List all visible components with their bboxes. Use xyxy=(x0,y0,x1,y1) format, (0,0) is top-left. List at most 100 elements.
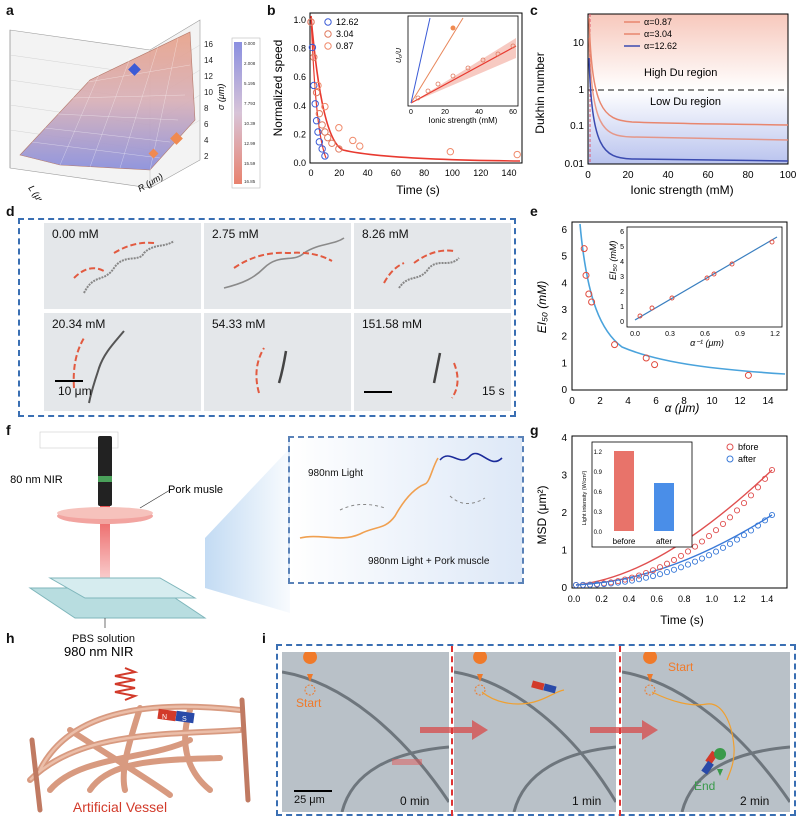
d-tile-label: 2.75 mM xyxy=(212,227,259,241)
d-tile-label: 0.00 mM xyxy=(52,227,99,241)
i-time-label: 1 min xyxy=(572,794,602,808)
b-fit-curve xyxy=(310,15,521,162)
tick-label: 0.2 xyxy=(595,594,608,604)
f-pbs-label: PBS solution xyxy=(72,633,135,645)
g-fit-after xyxy=(575,514,773,586)
b-data-point xyxy=(446,148,455,156)
b-data-point xyxy=(314,128,322,136)
tick-label: 100 xyxy=(445,168,460,178)
g-legend: after xyxy=(738,454,756,464)
panel-label-a: a xyxy=(6,2,14,18)
tick-label: 100 xyxy=(780,170,797,181)
a-ztick: 12 xyxy=(204,72,213,81)
b-data-point xyxy=(321,128,329,136)
e-inset xyxy=(626,226,783,328)
tick-label: 12 xyxy=(734,396,746,407)
b-inset-xtick: 20 xyxy=(441,109,449,116)
tick-label: 0.6 xyxy=(293,72,306,82)
g-inset xyxy=(591,441,693,548)
g-data-point-before xyxy=(656,564,664,571)
tick-label: 0 xyxy=(561,385,567,396)
a-z-axis-label: σ (μm) xyxy=(216,84,226,110)
g-data-point-after xyxy=(684,561,692,568)
e-inset-xlabel: α⁻¹ (μm) xyxy=(690,338,724,348)
b-data-point xyxy=(308,43,317,52)
b-inset-xtick: 40 xyxy=(475,109,483,116)
panel-f-schematic: 980 nm NIR Pork musle xyxy=(10,431,290,628)
g-data-point-after xyxy=(761,517,769,524)
g-data-point-after xyxy=(698,555,706,562)
b-data-point xyxy=(315,109,324,118)
d-tile-label: 54.33 mM xyxy=(212,317,266,331)
e-inset-ylabel: EI₅₀ (mM) xyxy=(608,241,618,280)
tick-label: 0.4 xyxy=(623,594,636,604)
g-inset-bar xyxy=(654,483,674,531)
tick-label: 4 xyxy=(561,433,567,444)
d-scalebar xyxy=(364,391,392,393)
c-legend: α=3.04 xyxy=(644,29,672,39)
a-ztick: 10 xyxy=(204,88,213,97)
tick-label: 40 xyxy=(662,170,674,181)
d-tile: 151.58 mM xyxy=(354,313,511,411)
e-inset-xtick: 1.2 xyxy=(770,331,780,338)
a-y-axis-label: L (μm) xyxy=(26,183,49,200)
c-y-axis-label: Dukhin number xyxy=(533,52,547,133)
f-light-pork-label: 980nm Light + Pork muscle xyxy=(368,556,490,567)
g-data-point-before xyxy=(698,538,706,545)
g-data-point-after xyxy=(754,522,762,529)
e-data-point xyxy=(651,361,659,369)
tick-label: 60 xyxy=(391,168,401,178)
e-inset-ytick: 6 xyxy=(620,229,624,236)
g-legend: bfore xyxy=(738,442,759,452)
tick-label: 1.0 xyxy=(293,15,306,25)
c-line-087 xyxy=(588,17,789,126)
c-x-axis-label: Ionic strength (mM) xyxy=(630,183,733,197)
a-ztick: 4 xyxy=(204,136,209,145)
tick-label: 0.0 xyxy=(568,594,581,604)
h-magnet-s-label: S xyxy=(182,716,187,723)
e-inset-xtick: 0.6 xyxy=(700,331,710,338)
i-start-label: Start xyxy=(296,696,322,710)
i-scalebar-label: 25 μm xyxy=(294,794,325,806)
g-data-point-after xyxy=(628,577,636,584)
panel-label-g: g xyxy=(530,422,539,438)
tick-label: 3 xyxy=(561,471,567,482)
panel-g-chart: MSD (μm²) Time (s) 0 1 2 3 4 0.0 0.2 0.4 0.6 0.8… xyxy=(535,433,788,627)
g-data-point-after xyxy=(691,558,699,565)
g-data-point-after xyxy=(649,572,657,580)
tick-label: 20 xyxy=(334,168,344,178)
i-time-label: 2 min xyxy=(740,794,770,808)
e-inset-ytick: 4 xyxy=(620,259,624,266)
e-data-point xyxy=(744,371,752,379)
tick-label: 3 xyxy=(561,305,567,316)
tick-label: 20 xyxy=(622,170,634,181)
e-y-axis-label: EI₅₀ (mM) xyxy=(535,281,549,334)
colorbar-tick: 10.39 xyxy=(244,121,256,126)
g-data-point-before xyxy=(684,548,692,555)
tick-label: 1 xyxy=(561,358,567,369)
d-tile-label: 20.34 mM xyxy=(52,317,106,331)
b-data-point xyxy=(356,142,364,150)
tick-label: 0.4 xyxy=(293,101,306,111)
g-data-point-before xyxy=(761,475,769,482)
e-inset-ytick: 2 xyxy=(620,289,624,296)
tick-label: 1 xyxy=(561,546,567,557)
panel-a-surface-plot: 16 14 12 10 8 6 4 2 σ (μm) L (μm) R (μm)… xyxy=(9,19,261,200)
b-data-point xyxy=(311,100,319,108)
g-data-point-before xyxy=(768,466,776,474)
g-data-point-after xyxy=(663,569,671,576)
b-data-point xyxy=(335,145,343,153)
tick-label: 2 xyxy=(561,332,567,343)
panel-label-h: h xyxy=(6,630,15,646)
b-data-point xyxy=(315,138,324,146)
tick-label: 6 xyxy=(653,396,659,407)
b-legend: 3.04 xyxy=(336,29,354,39)
d-tile: 54.33 mM xyxy=(204,313,351,411)
panel-label-d: d xyxy=(6,203,15,219)
a-ztick: 14 xyxy=(204,56,213,65)
h-vessel-network xyxy=(27,703,243,798)
b-data-point xyxy=(349,136,357,145)
g-data-point-after xyxy=(572,581,580,589)
c-high-du-label: High Du region xyxy=(644,67,717,79)
colorbar-tick: 5.195 xyxy=(244,81,256,86)
